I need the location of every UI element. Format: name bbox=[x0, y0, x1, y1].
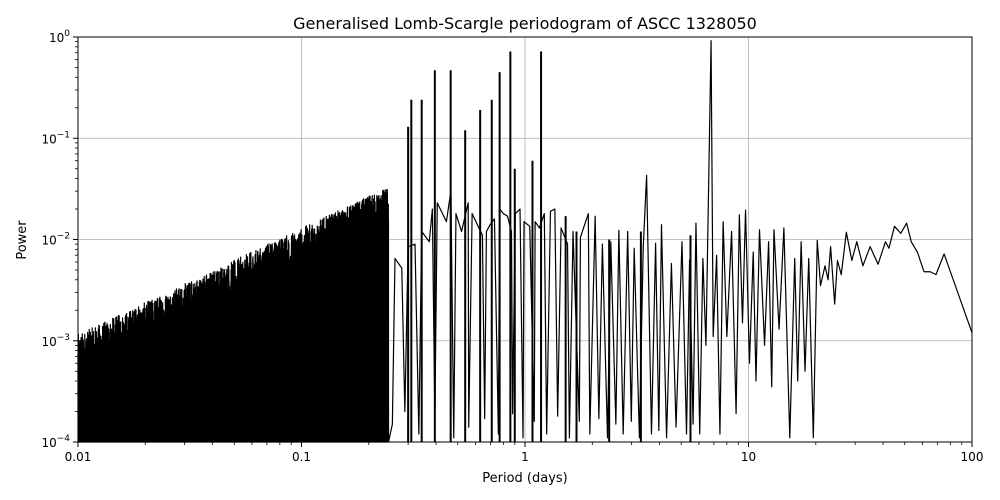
y-tick-label: 10−2 bbox=[41, 232, 70, 248]
x-axis-label: Period (days) bbox=[482, 471, 568, 486]
chart-title: Generalised Lomb-Scargle periodogram of … bbox=[293, 14, 757, 33]
x-tick-label: 0.01 bbox=[65, 450, 92, 464]
y-axis-label: Power bbox=[15, 220, 30, 260]
x-tick-label: 1 bbox=[521, 450, 529, 464]
x-tick-label: 100 bbox=[961, 450, 984, 464]
y-tick-label: 10−1 bbox=[41, 130, 70, 146]
series-power-line bbox=[77, 40, 973, 443]
y-tick-label: 10−3 bbox=[41, 333, 70, 349]
y-tick-label: 10−4 bbox=[41, 434, 70, 450]
x-tick-label: 10 bbox=[741, 450, 756, 464]
x-tick-label: 0.1 bbox=[292, 450, 311, 464]
axis-ticks: 0.01 0.1 1 10 100 10−4 10−3 10−2 10−1 100 bbox=[41, 29, 983, 464]
y-tick-label: 100 bbox=[49, 29, 70, 45]
